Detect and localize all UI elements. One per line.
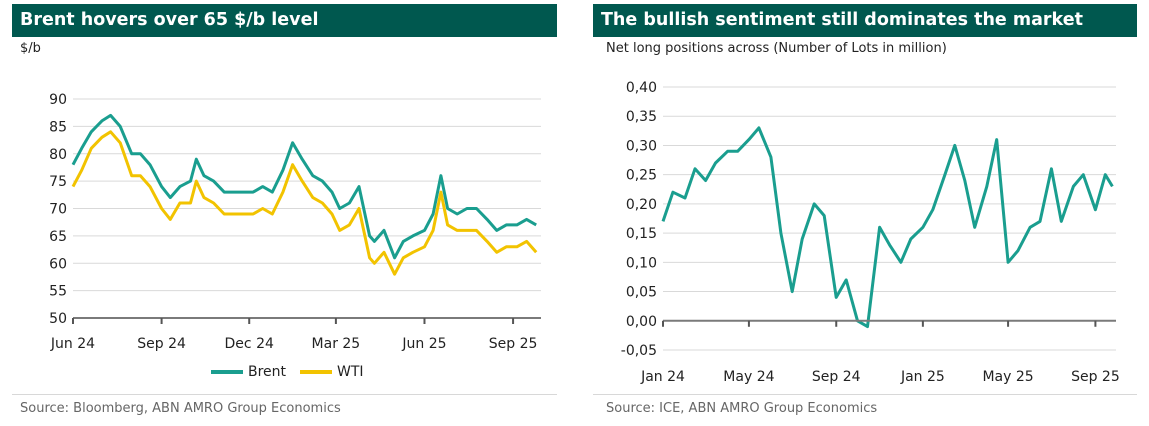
right-chart-x-tick-label: May 24 [723,369,774,385]
left-chart-y-tick-label: 80 [49,147,67,163]
right-chart-y-tick-label: 0,40 [626,80,657,96]
left-chart-plot: 50 55 60 65 70 75 80 85 90 Jun 24 Sep 24 Dec 24 Mar … [49,92,541,352]
right-chart-y-tick-label: -0,05 [621,343,657,359]
right-chart-y-tick-label: 0,05 [626,285,657,301]
right-chart-series-line-0 [661,126,1114,329]
right-source-divider [593,394,1137,395]
right-chart-x-tick-label: Jan 24 [640,369,685,385]
right-source-text: Source: ICE, ABN AMRO Group Economics [606,401,878,416]
right-chart-x-tick-label: Sep 25 [1071,369,1120,385]
left-chart-series-line-wti [71,130,538,276]
left-chart-x-tick-label: Jun 24 [50,336,95,352]
right-chart-x-tick-label: May 25 [982,369,1033,385]
left-chart-series-line-brent [71,113,537,260]
left-chart-x-tick-label: Sep 25 [489,336,538,352]
legend-label-wti: WTI [337,364,364,380]
right-chart-subtitle: Net long positions across (Number of Lot… [606,41,947,56]
right-chart-x-tick-label: Jan 25 [900,369,945,385]
right-chart-plot: -0,05 0,00 0,05 0,10 0,15 0,20 0,25 0,30 0,35 0,4… [621,80,1120,385]
left-chart-x-tick-label: Mar 25 [312,336,361,352]
right-chart-y-tick-label: 0,20 [626,197,657,213]
right-chart-y-tick-label: 0,15 [626,226,657,242]
left-source-text: Source: Bloomberg, ABN AMRO Group Econom… [20,401,341,416]
legend-label-brent: Brent [248,364,287,380]
left-chart-y-tick-label: 55 [49,284,67,300]
right-chart-x-tick-label: Sep 24 [812,369,861,385]
left-chart-x-tick-label: Sep 24 [137,336,186,352]
right-chart-title: The bullish sentiment still dominates th… [593,4,1137,37]
left-source-divider [12,394,557,395]
legend-swatch-brent [211,370,243,374]
left-chart-y-tick-label: 65 [49,229,67,245]
left-chart-title: Brent hovers over 65 $/b level [12,4,557,37]
left-chart-y-tick-label: 75 [49,174,67,190]
right-chart-y-tick-label: 0,00 [626,314,657,330]
legend-item-brent: Brent [211,364,286,380]
right-chart-y-tick-label: 0,35 [626,109,657,125]
left-chart-y-tick-label: 60 [49,256,67,272]
legend-item-wti: WTI [300,364,364,380]
left-chart-panel: Brent hovers over 65 $/b level $/b 50 55 6… [0,0,557,426]
left-chart-y-tick-label: 70 [49,202,67,218]
right-chart-y-tick-label: 0,25 [626,168,657,184]
left-chart-legend: Brent WTI [211,364,378,380]
right-chart-panel: The bullish sentiment still dominates th… [593,0,1149,426]
left-chart-x-tick-label: Jun 25 [401,336,446,352]
right-chart-y-tick-label: 0,30 [626,138,657,154]
legend-swatch-wti [300,370,333,374]
left-chart-y-tick-label: 85 [49,119,67,135]
left-chart-y-tick-label: 50 [49,311,67,327]
left-chart-x-tick-label: Dec 24 [225,336,274,352]
left-y-unit: $/b [20,41,41,56]
left-chart-y-tick-label: 90 [49,92,67,108]
right-chart-y-tick-label: 0,10 [626,255,657,271]
